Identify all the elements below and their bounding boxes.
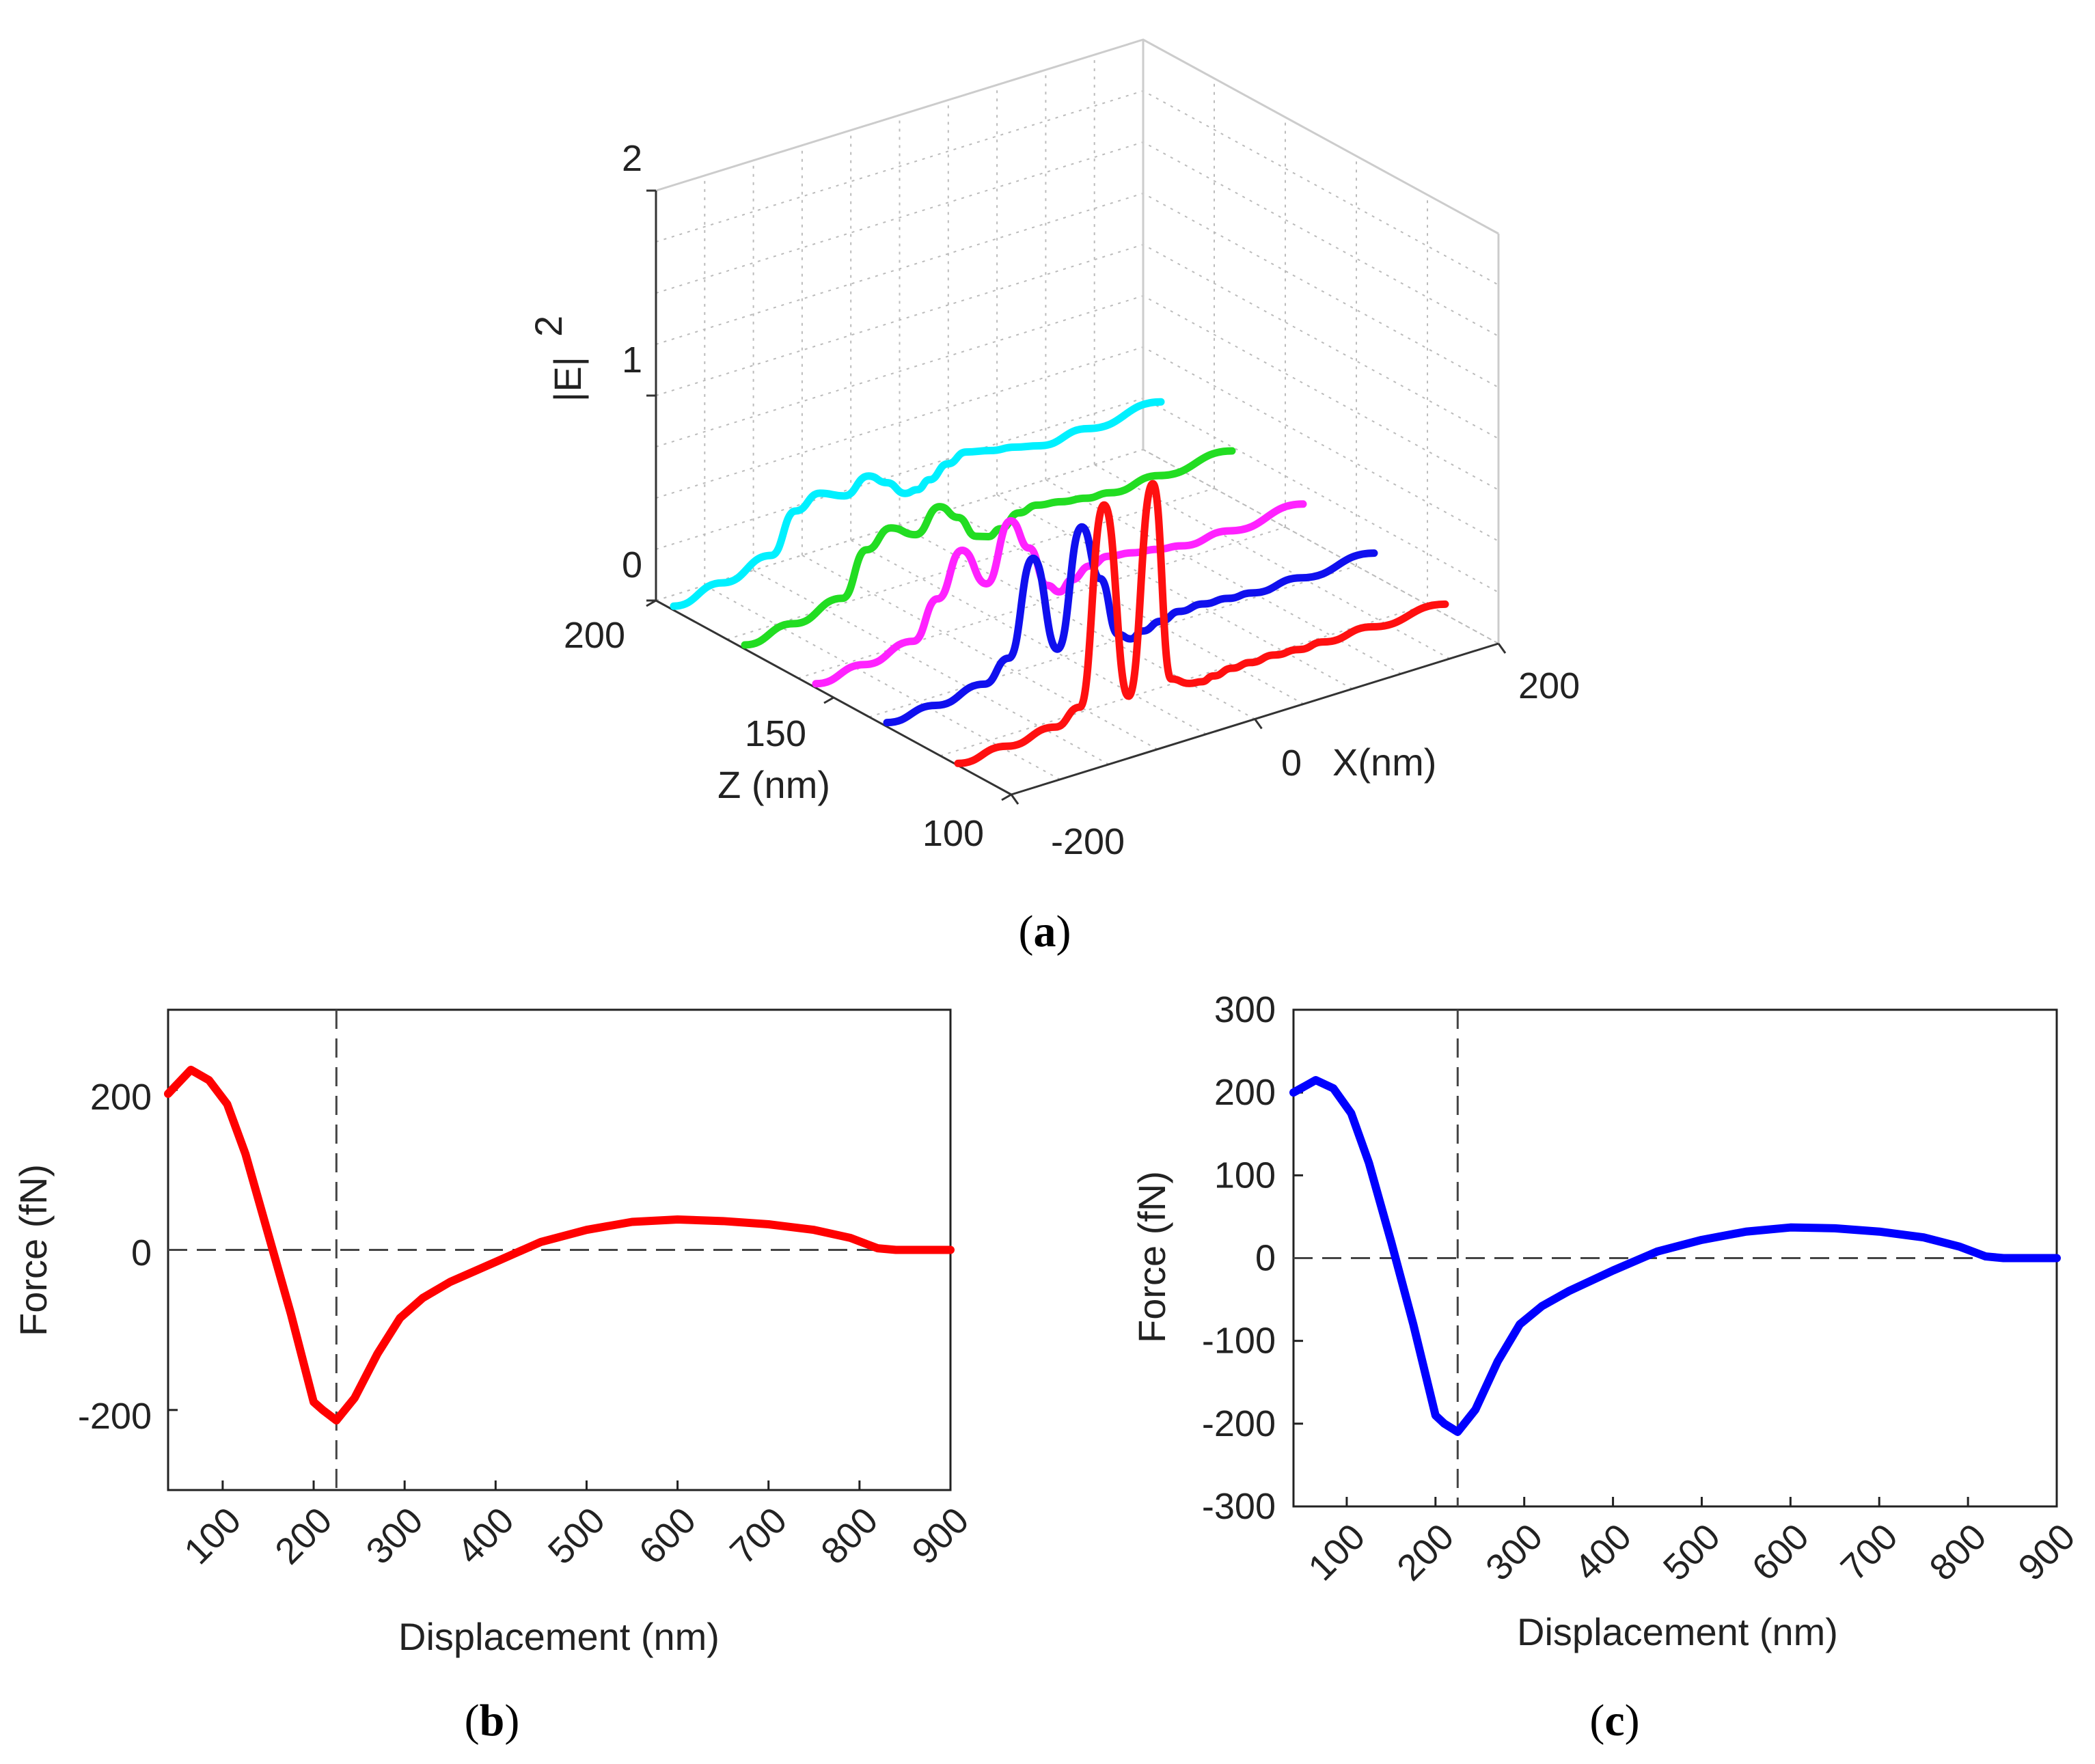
a-wall-hgrid-8 [655, 38, 1499, 234]
b-reference-lines [168, 1010, 950, 1490]
c-x-tick-label-3: 400 [1567, 1516, 1639, 1588]
a-x-tickmark-0 [1010, 794, 1019, 805]
a-depth-tick-100: 100 [922, 813, 984, 854]
a-wall-hgrid-4 [655, 243, 1499, 439]
b-x-tick-label-7: 800 [813, 1500, 886, 1572]
b-y-tick-200: 200 [90, 1077, 152, 1118]
a-floor-xgrid-4 [850, 539, 1207, 735]
panel-label-b-letter: b [480, 1696, 505, 1746]
a-box-top-edge [655, 38, 1499, 235]
a-series-magenta [812, 500, 1307, 688]
c-y-tick-label-1: 200 [1214, 1072, 1276, 1113]
a-depth-tickmark-1 [823, 696, 834, 704]
b-ylabel: Force (fN) [12, 1164, 55, 1336]
a-wall-hgrid-6 [655, 141, 1499, 337]
a-depth-tickmark-2 [646, 599, 657, 607]
a-floor-xgrid-2 [753, 569, 1110, 765]
panel-b-plot: 200 0 -200 100 200 300 400 500 600 700 800 900 F… [12, 1008, 976, 1746]
panel-label-c: (c) [1589, 1696, 1639, 1746]
panel-label-b: (b) [465, 1696, 520, 1746]
b-y-tick-0: 0 [131, 1232, 152, 1273]
a-floor-dgrid-5 [655, 449, 1144, 601]
b-x-tick-label-2: 300 [359, 1500, 431, 1572]
a-z-tick-0: 0 [622, 545, 642, 585]
c-x-tick-label-8: 900 [2010, 1516, 2083, 1588]
c-y-tick-label-3: 0 [1255, 1238, 1276, 1279]
a-series-red [954, 480, 1449, 767]
panel-a-axes-box [646, 38, 1507, 805]
c-y-tick-label-2: 100 [1214, 1155, 1276, 1196]
a-x-tick-neg200: -200 [1051, 821, 1125, 862]
b-x-tick-label-8: 900 [904, 1500, 976, 1572]
b-x-tick-label-1: 200 [267, 1500, 340, 1572]
a-series-cyan [670, 398, 1165, 610]
a-x-tickmark-1 [1254, 718, 1263, 730]
c-x-tick-label-1: 200 [1389, 1516, 1462, 1588]
a-wall-hgrid-5 [655, 192, 1499, 388]
b-y-tick-neg200: -200 [78, 1396, 152, 1437]
c-x-tick-label-5: 600 [1744, 1516, 1817, 1588]
a-depth-tick-150: 150 [745, 713, 806, 754]
b-series-line [164, 1065, 955, 1425]
c-xlabel: Displacement (nm) [1517, 1610, 1838, 1653]
b-x-tick-labels: 100 200 300 400 500 600 700 800 900 [176, 1500, 976, 1572]
panel-a-series [670, 398, 1449, 767]
panel-a-grid [655, 38, 1499, 795]
a-x-tick-200: 200 [1518, 665, 1580, 706]
c-ylabel: Force (fN) [1130, 1171, 1173, 1343]
panel-label-c-letter: c [1604, 1696, 1624, 1746]
a-x-tickmark-2 [1497, 643, 1507, 654]
a-depth-tickmark-0 [1001, 793, 1012, 801]
a-z-tick-1: 1 [622, 340, 642, 381]
b-x-tick-label-4: 500 [540, 1500, 613, 1572]
a-z-tick-2: 2 [622, 138, 642, 179]
panel-label-a: (a) [1019, 907, 1071, 956]
b-x-tick-label-5: 600 [631, 1500, 704, 1572]
c-x-tick-label-6: 700 [1833, 1516, 1906, 1588]
b-x-tick-label-0: 100 [176, 1500, 249, 1572]
a-x-tick-0: 0 [1281, 743, 1302, 784]
a-zlabel-text: |E| [546, 357, 589, 402]
a-depth-tick-200: 200 [564, 615, 625, 656]
a-wall-hgrid-2 [655, 346, 1499, 542]
c-reference-lines [1293, 1010, 2057, 1506]
a-floor-dgrid-2 [868, 565, 1357, 718]
c-series-line [1289, 1075, 2061, 1436]
a-floor-xgrid-3 [802, 554, 1158, 750]
c-x-tick-label-2: 300 [1478, 1516, 1550, 1588]
c-x-tick-label-0: 100 [1300, 1516, 1373, 1588]
c-y-tick-label-5: -200 [1202, 1403, 1276, 1444]
c-y-tick-label-6: -300 [1202, 1486, 1276, 1527]
a-xlabel: X(nm) [1332, 741, 1436, 784]
a-floor-xgrid-7 [996, 494, 1353, 690]
c-y-tick-label-0: 300 [1214, 989, 1276, 1030]
a-series-green [741, 447, 1236, 649]
a-series-blue [883, 523, 1378, 727]
b-x-tick-label-3: 400 [450, 1500, 522, 1572]
b-xlabel: Displacement (nm) [398, 1615, 720, 1658]
a-wall-hgrid-3 [655, 294, 1499, 491]
b-x-tick-label-6: 700 [722, 1500, 795, 1572]
c-x-tick-labels: 100 200 300 400 500 600 700 800 900 [1300, 1516, 2083, 1588]
c-y-tick-label-4: -100 [1202, 1321, 1276, 1362]
a-floor-xgrid-6 [948, 509, 1304, 705]
a-zlabel: |E| 2 [527, 316, 589, 402]
c-x-tick-label-4: 500 [1656, 1516, 1728, 1588]
a-zlabel-exponent: 2 [527, 316, 570, 337]
a-wall-hgrid-7 [655, 89, 1499, 286]
c-x-tick-label-7: 800 [1921, 1516, 1994, 1588]
a-ylabel: Z (nm) [717, 763, 830, 806]
panel-a-3d-plot: 2 1 0 |E| 2 200 150 100 Z (nm) -200 0 20… [527, 38, 1580, 956]
a-floor-xgrid-10 [1142, 449, 1499, 644]
c-y-tick-labels: 300 200 100 0 -100 -200 -300 [1202, 989, 1276, 1527]
panel-label-a-letter: a [1034, 907, 1056, 956]
